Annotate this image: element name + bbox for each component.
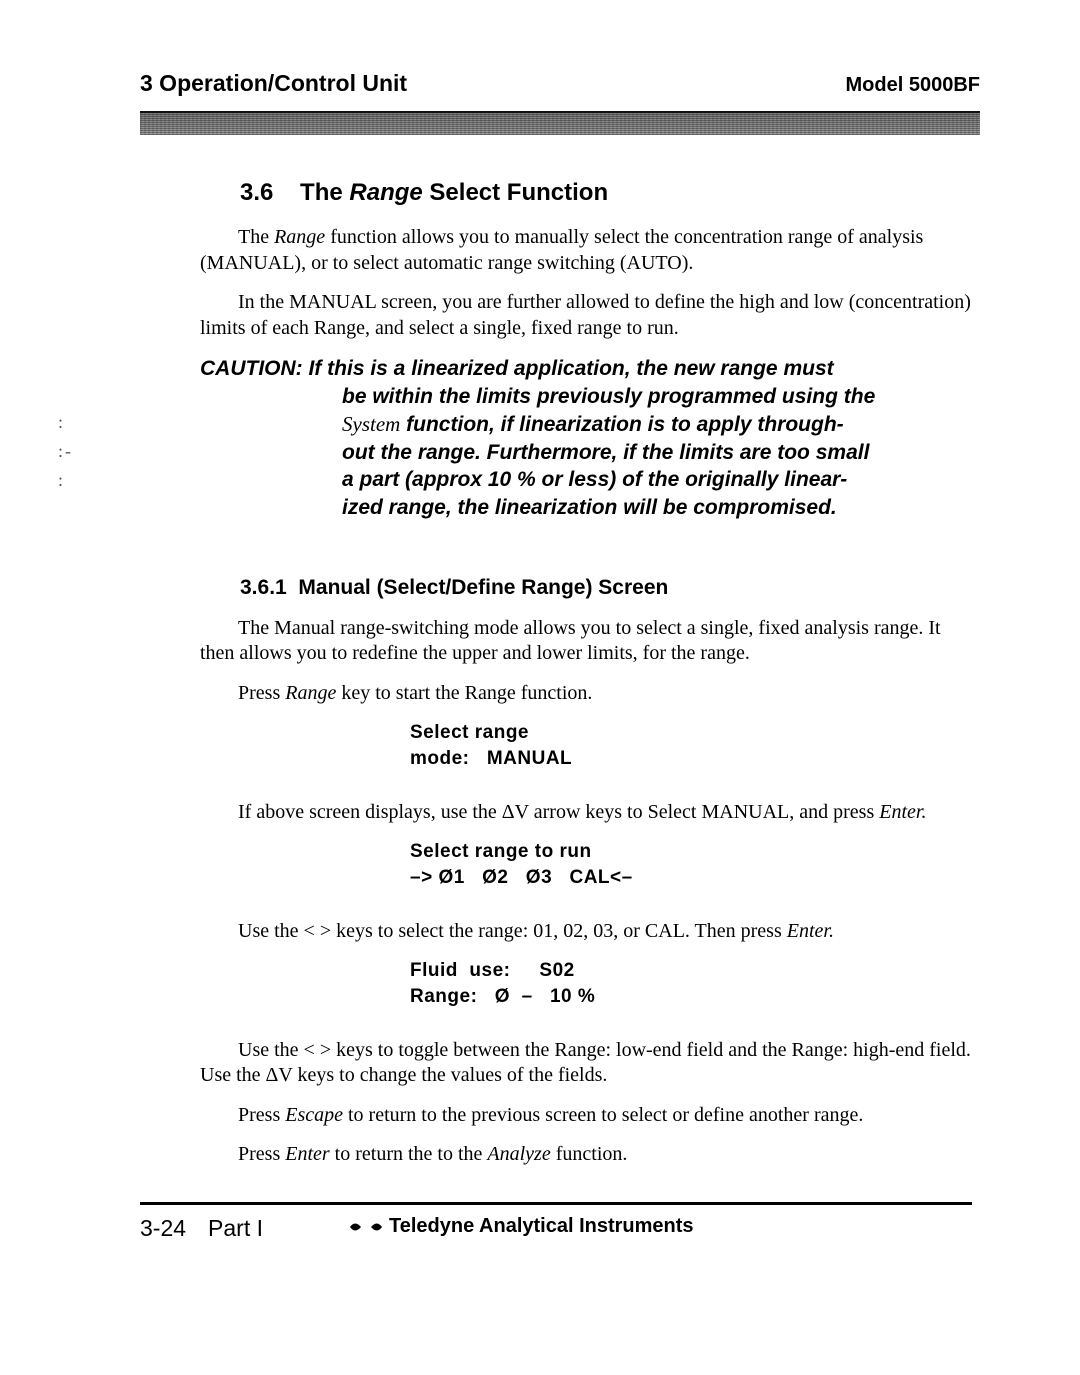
p9-e: function. bbox=[551, 1143, 628, 1165]
subsection-title: 3.6.1 Manual (Select/Define Range) Scree… bbox=[200, 576, 972, 600]
margin-marks: ::-: bbox=[58, 408, 73, 494]
screen1-l2: mode: MANUAL bbox=[410, 748, 572, 769]
p9-a: Press bbox=[238, 1143, 285, 1165]
p1-a: The bbox=[238, 226, 274, 248]
caution-l5: a part (approx 10 % or less) of the orig… bbox=[342, 466, 972, 494]
p5-b: Enter. bbox=[879, 801, 926, 823]
paragraph-7: Use the < > keys to toggle between the R… bbox=[200, 1038, 972, 1089]
header-model: Model 5000BF bbox=[846, 74, 980, 97]
caution-body: be within the limits previously programm… bbox=[200, 383, 972, 522]
p4-c: key to start the Range function. bbox=[336, 682, 592, 704]
caution-l1: If this is a linearized application, the… bbox=[309, 357, 834, 380]
paragraph-2: In the MANUAL screen, you are further al… bbox=[200, 290, 972, 341]
paragraph-9: Press Enter to return the to the Analyze… bbox=[200, 1142, 972, 1168]
section-title-em: Range bbox=[349, 179, 422, 206]
p9-d: Analyze bbox=[487, 1143, 550, 1165]
p8-b: Escape bbox=[285, 1104, 343, 1126]
header-rule bbox=[140, 111, 980, 135]
p4-a: Press bbox=[238, 682, 285, 704]
section-title-post: Select Function bbox=[423, 179, 608, 206]
header-section-num: 3 Operation/ bbox=[140, 70, 274, 96]
paragraph-5: If above screen displays, use the ΔV arr… bbox=[200, 800, 972, 826]
paragraph-4: Press Range key to start the Range funct… bbox=[200, 681, 972, 707]
teledyne-logo-icon bbox=[349, 1218, 383, 1236]
header-section-title: Control Unit bbox=[274, 70, 407, 96]
p6-a: Use the < > keys to select the range: 01… bbox=[238, 920, 787, 942]
screen3-l1: Fluid use: S02 bbox=[410, 960, 575, 981]
footer-brand-text: Teledyne Analytical Instruments bbox=[389, 1215, 694, 1238]
caution-l4: out the range. Furthermore, if the limit… bbox=[342, 439, 972, 467]
p1-b: Range bbox=[274, 226, 325, 248]
caution-l3b: function, if linearization is to apply t… bbox=[400, 413, 843, 436]
caution-l2: be within the limits previously programm… bbox=[342, 383, 972, 411]
footer-part: Part I bbox=[208, 1215, 263, 1242]
p8-a: Press bbox=[238, 1104, 285, 1126]
subsection-number: 3.6.1 bbox=[240, 576, 287, 599]
page-header: 3 Operation/Control Unit Model 5000BF bbox=[140, 70, 980, 97]
footer-rule bbox=[140, 1202, 972, 1205]
screen3-l2: Range: Ø – 10 % bbox=[410, 986, 595, 1007]
section-title-pre: The bbox=[300, 179, 349, 206]
page-content: 3.6 The Range Select Function The Range … bbox=[140, 179, 980, 1242]
screen-display-3: Fluid use: S02 Range: Ø – 10 % bbox=[200, 958, 972, 1009]
p6-b: Enter. bbox=[787, 920, 834, 942]
caution-block: CAUTION: If this is a linearized applica… bbox=[200, 355, 972, 521]
p8-c: to return to the previous screen to sele… bbox=[343, 1104, 863, 1126]
screen2-l2: –> Ø1 Ø2 Ø3 CAL<– bbox=[410, 867, 633, 888]
section-number: 3.6 bbox=[240, 179, 273, 206]
caution-line-1: CAUTION: If this is a linearized applica… bbox=[200, 355, 972, 383]
header-left: 3 Operation/Control Unit bbox=[140, 70, 407, 97]
screen1-l1: Select range bbox=[410, 722, 529, 743]
screen2-l1: Select range to run bbox=[410, 841, 592, 862]
footer-page-number: 3-24 bbox=[140, 1215, 186, 1242]
page-footer: 3-24 Part I Teledyne Analytical Instrume… bbox=[140, 1215, 972, 1242]
caution-l3a: System bbox=[342, 412, 400, 436]
section-title: 3.6 The Range Select Function bbox=[200, 179, 972, 207]
subsection-text: Manual (Select/Define Range) Screen bbox=[298, 576, 668, 599]
caution-l6: ized range, the linearization will be co… bbox=[342, 494, 972, 522]
paragraph-8: Press Escape to return to the previous s… bbox=[200, 1103, 972, 1129]
paragraph-6: Use the < > keys to select the range: 01… bbox=[200, 919, 972, 945]
paragraph-3: The Manual range-switching mode allows y… bbox=[200, 616, 972, 667]
p4-b: Range bbox=[285, 682, 336, 704]
caution-label: CAUTION: bbox=[200, 357, 309, 380]
screen-display-2: Select range to run –> Ø1 Ø2 Ø3 CAL<– bbox=[200, 839, 972, 890]
p9-c: to return the to the bbox=[330, 1143, 488, 1165]
p9-b: Enter bbox=[285, 1143, 329, 1165]
footer-brand: Teledyne Analytical Instruments bbox=[349, 1215, 694, 1238]
paragraph-1: The Range function allows you to manuall… bbox=[200, 225, 972, 276]
screen-display-1: Select range mode: MANUAL bbox=[200, 720, 972, 771]
caution-l3: System function, if linearization is to … bbox=[342, 411, 972, 439]
p5-a: If above screen displays, use the ΔV arr… bbox=[238, 801, 879, 823]
